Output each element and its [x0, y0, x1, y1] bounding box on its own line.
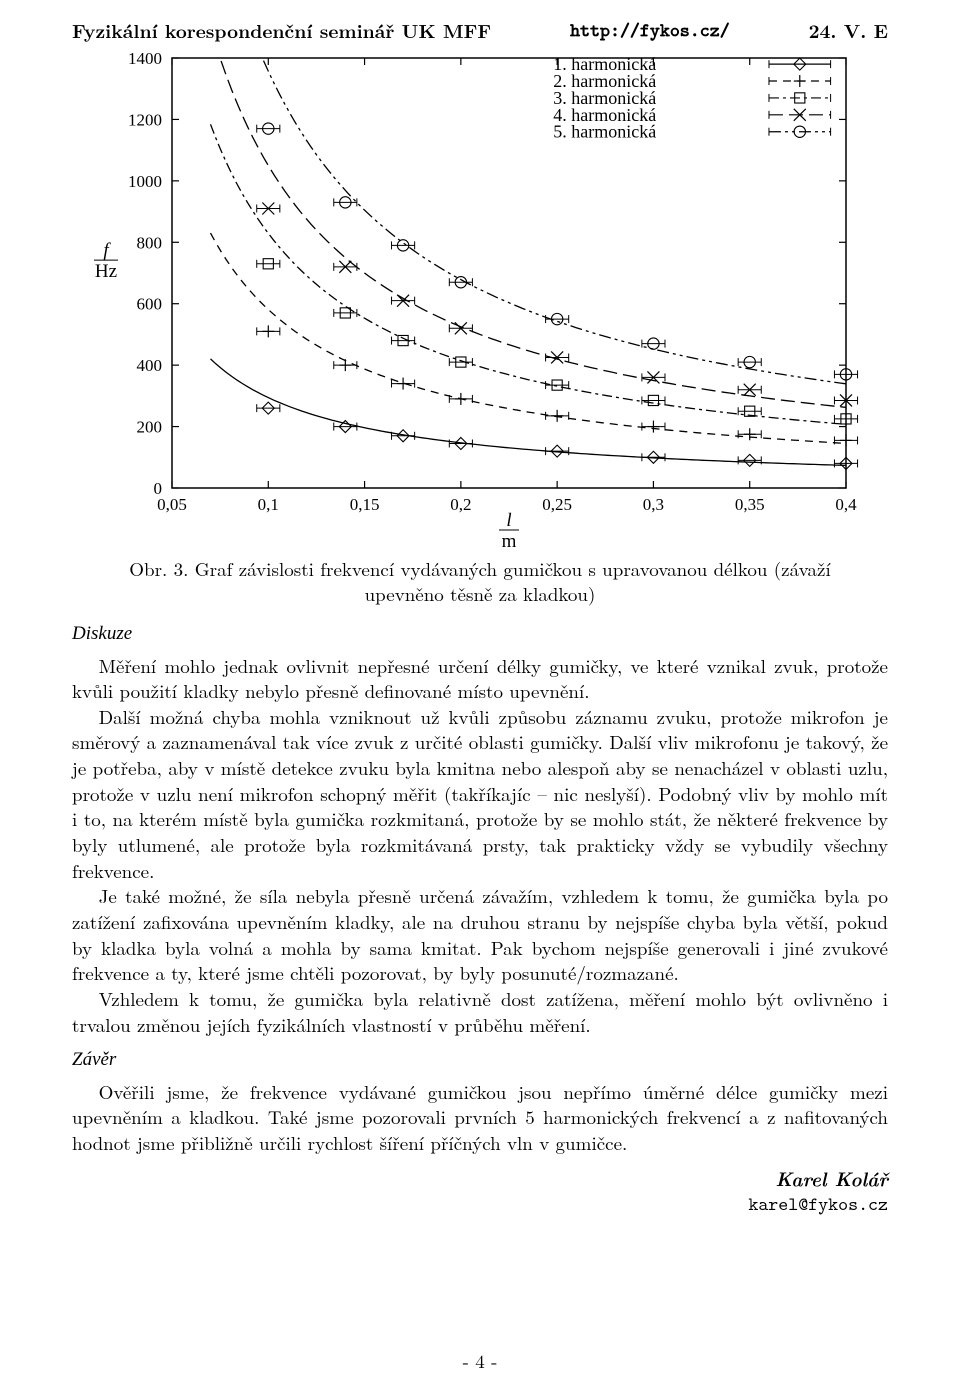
svg-text:0,2: 0,2	[450, 495, 471, 514]
frequency-chart: 0,050,10,150,20,250,30,350,4020040060080…	[86, 48, 866, 548]
svg-text:200: 200	[137, 417, 163, 436]
caption-line1: Obr. 3. Graf závislosti frekvencí vydáva…	[129, 555, 831, 582]
page-header: Fyzikální korespondenční seminář UK MFF …	[72, 18, 888, 44]
para-5: Ověřili jsme, že frekvence vydávané gumi…	[72, 1079, 888, 1156]
chart-container: 0,050,10,150,20,250,30,350,4020040060080…	[86, 48, 888, 548]
section-diskuze: Diskuze	[72, 621, 888, 647]
svg-text:0,3: 0,3	[643, 495, 664, 514]
svg-text:1400: 1400	[128, 49, 162, 68]
svg-text:400: 400	[137, 356, 163, 375]
para-3: Je také možné, že síla nebyla přesně urč…	[72, 883, 888, 986]
svg-text:0,15: 0,15	[350, 495, 380, 514]
svg-text:Hz: Hz	[95, 261, 117, 282]
svg-text:0,35: 0,35	[735, 495, 765, 514]
section-zaver: Závěr	[72, 1047, 888, 1073]
svg-text:1200: 1200	[128, 110, 162, 129]
svg-text:0,4: 0,4	[835, 495, 857, 514]
svg-text:m: m	[502, 531, 517, 548]
para-1: Měření mohlo jednak ovlivnit nepřesné ur…	[72, 653, 888, 704]
svg-text:0,1: 0,1	[258, 495, 279, 514]
svg-text:f: f	[103, 240, 111, 261]
para-4: Vzhledem k tomu, že gumička byla relativ…	[72, 986, 888, 1037]
author-email: karel@fykos.cz	[748, 1192, 888, 1217]
header-left: Fyzikální korespondenční seminář UK MFF	[72, 18, 491, 44]
author-name: Karel Kolář	[775, 1164, 888, 1192]
para-2: Další možná chyba mohla vzniknout už kvů…	[72, 704, 888, 883]
header-url: http://fykos.cz/	[570, 18, 730, 44]
svg-text:l: l	[506, 510, 511, 531]
svg-text:0,25: 0,25	[542, 495, 572, 514]
caption-line2: upevněno těsně za kladkou)	[365, 580, 596, 607]
svg-text:800: 800	[137, 233, 163, 252]
svg-text:0: 0	[154, 479, 163, 498]
svg-text:1000: 1000	[128, 171, 162, 190]
header-right: 24. V. E	[809, 18, 888, 44]
figure-caption: Obr. 3. Graf závislosti frekvencí vydáva…	[72, 556, 888, 607]
page-number: - 4 -	[0, 1348, 960, 1374]
author-block: Karel Kolář karel@fykos.cz	[72, 1166, 888, 1218]
page: Fyzikální korespondenční seminář UK MFF …	[0, 0, 960, 1396]
svg-text:5. harmonická: 5. harmonická	[553, 121, 656, 141]
svg-text:600: 600	[137, 294, 163, 313]
